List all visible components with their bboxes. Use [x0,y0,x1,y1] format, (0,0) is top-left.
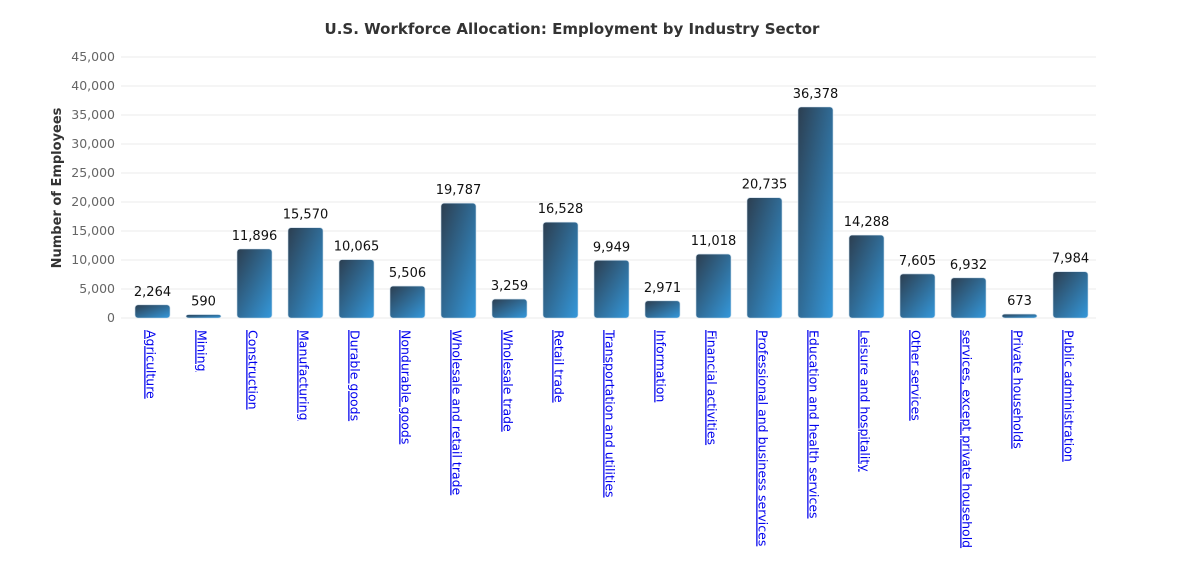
x-tick-label-link[interactable]: Private households [1011,330,1026,449]
x-tick-label-link[interactable]: Leisure and hospitality [858,330,873,472]
bar[interactable] [593,259,630,319]
y-tick-label: 25,000 [71,165,115,180]
y-tick-label: 45,000 [71,49,115,64]
x-tick-label-link[interactable]: Manufacturing [297,330,312,421]
value-label: 36,378 [793,87,839,102]
bar[interactable] [899,273,936,319]
bar[interactable] [491,298,528,319]
bar[interactable] [746,197,783,319]
value-label: 11,896 [232,229,278,244]
value-label: 11,018 [691,234,737,249]
bar[interactable] [848,234,885,319]
bar[interactable] [797,106,834,319]
x-tick-label-link[interactable]: Financial activities [705,330,720,445]
x-tick-label-link[interactable]: Wholesale and retail trade [450,330,465,496]
value-label: 7,984 [1052,252,1089,267]
x-tick-label-link[interactable]: Transportation and utilities [603,329,618,498]
y-tick-label: 5,000 [79,281,115,296]
value-label: 673 [1007,294,1032,309]
x-tick-label-link[interactable]: Other services [909,330,924,421]
bar[interactable] [287,227,324,319]
value-label: 9,949 [593,240,630,255]
value-label: 3,259 [491,279,528,294]
bar[interactable] [1001,313,1038,319]
x-tick-label-link[interactable]: Mining [195,330,210,372]
y-tick-label: 40,000 [71,78,115,93]
value-label: 19,787 [436,183,482,198]
y-tick-label: 15,000 [71,223,115,238]
value-label: 14,288 [844,215,890,230]
value-label: 6,932 [950,258,987,273]
bar[interactable] [185,314,222,319]
y-tick-label: 35,000 [71,107,115,122]
x-tick-label-link[interactable]: Agriculture [144,330,159,399]
x-tick-label-link[interactable]: services, except private household [960,330,975,548]
value-label: 16,528 [538,202,584,217]
x-tick-label-link[interactable]: Information [654,330,669,402]
x-tick-label-link[interactable]: Nondurable goods [399,330,414,444]
bar[interactable] [1052,271,1089,319]
x-tick-label-link[interactable]: Wholesale trade [501,330,516,432]
x-tick-label-link[interactable]: Construction [246,330,261,410]
bar[interactable] [440,202,477,319]
x-tick-label-link[interactable]: Professional and business services [756,330,771,546]
bar[interactable] [236,248,273,319]
bar[interactable] [134,304,171,319]
y-tick-label: 30,000 [71,136,115,151]
x-tick-label-link[interactable]: Durable goods [348,330,363,421]
value-label: 7,605 [899,254,936,269]
value-label: 10,065 [334,240,380,255]
bar[interactable] [389,285,426,319]
value-label: 20,735 [742,178,788,193]
y-axis-label: Number of Employees [50,107,65,268]
bar[interactable] [542,221,579,319]
value-label: 2,971 [644,281,681,296]
y-tick-label: 10,000 [71,252,115,267]
bar[interactable] [950,277,987,319]
y-tick-label: 0 [107,310,115,325]
value-label: 590 [191,295,216,310]
x-tick-label-link[interactable]: Public administration [1062,330,1077,462]
bar[interactable] [338,259,375,319]
bar[interactable] [644,300,681,319]
x-tick-label-link[interactable]: Retail trade [552,330,567,403]
y-tick-label: 20,000 [71,194,115,209]
chart-title: U.S. Workforce Allocation: Employment by… [325,20,821,38]
value-label: 2,264 [134,285,171,300]
x-tick-label-link[interactable]: Education and health services [807,330,822,519]
bar[interactable] [695,253,732,319]
value-label: 5,506 [389,266,426,281]
value-label: 15,570 [283,208,329,223]
